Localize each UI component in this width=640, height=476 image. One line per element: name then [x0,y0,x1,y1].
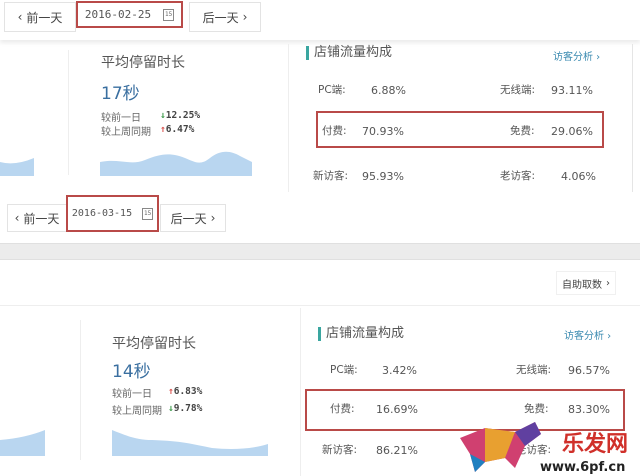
calendar-icon: 15 [142,207,154,220]
prev-day-button[interactable]: ‹ 前一天 [7,204,67,232]
row-value: 86.21% [376,444,418,457]
separator-band [0,243,640,260]
row-label: PC端: [330,364,358,376]
row-label: 无线端: [516,364,552,376]
left-chart-fragment [0,158,34,176]
next-label: 后一天 [202,10,239,25]
divider [288,44,289,192]
row-value: 93.11% [551,84,593,97]
row-value: 95.93% [362,170,404,183]
divider [632,44,633,192]
date-picker[interactable]: 2016-03-15 15 [66,195,159,232]
card-title: 店铺流量构成 [318,327,404,341]
compare-day-value: 6.83% [173,386,203,397]
left-chart-fragment [0,430,45,456]
row-label: 新访客: [313,170,349,182]
sparkline-chart [100,151,252,176]
row-value: 6.88% [371,84,406,97]
divider [0,305,640,306]
chevron-right-icon: › [606,277,610,289]
row-label: 老访客: [516,444,552,456]
compare-day-value: 12.25% [165,110,201,121]
sparkline-chart [112,430,268,456]
row-value: 4.06% [561,170,596,183]
next-day-button[interactable]: 后一天 › [160,204,226,232]
prev-day-button[interactable]: ‹ 前一天 [4,2,76,32]
metric-title: 平均停留时长 [112,336,196,352]
row-label: 老访客: [500,170,536,182]
compare-week-label: 较上周同期 [112,406,162,417]
visitor-analysis-link[interactable]: 访客分析 › [553,52,601,63]
row-value: 29.06% [551,125,593,138]
divider [300,308,301,476]
compare-week-value: 6.47% [165,124,195,135]
metric-value: 14秒 [112,362,151,382]
prev-label: 前一天 [26,10,63,25]
divider [68,50,69,175]
row-value: 70.93% [362,125,404,138]
watermark-url: www.6pf.cn [540,460,626,475]
chevron-right-icon: › [242,10,248,24]
date-picker[interactable]: 2016-02-25 15 [76,1,183,28]
next-label: 后一天 [170,211,207,226]
row-value: 16.69% [376,403,418,416]
row-label: 免费: [524,403,549,415]
calendar-icon: 15 [163,8,175,21]
watermark-name: 乐发网 [562,431,629,457]
compare-week-label: 较上周同期 [101,127,151,138]
next-day-button[interactable]: 后一天 › [189,2,261,32]
self-fetch-label: 自助取数 [562,279,602,291]
row-label: 免费: [510,125,535,137]
date-value: 2016-02-25 [84,8,152,21]
divider [80,320,81,460]
row-label: 新访客: [322,444,358,456]
compare-day-label: 较前一日 [101,113,141,124]
row-value: 96.57% [568,364,610,377]
compare-day-label: 较前一日 [112,389,152,400]
card-title: 店铺流量构成 [306,46,392,60]
arrow-down-icon: ↓ [160,110,166,121]
highlight-box [305,389,625,431]
metric-title: 平均停留时长 [101,55,185,71]
watermark-bull-logo [460,422,541,472]
prev-label: 前一天 [23,211,60,226]
arrow-up-icon: ↑ [160,124,166,135]
row-label: 付费: [330,403,355,415]
highlight-box [316,111,604,148]
chevron-right-icon: › [210,211,216,225]
visitor-analysis-link[interactable]: 访客分析 › [564,331,612,342]
self-fetch-button[interactable]: 自助取数 › [556,271,616,295]
row-value: 83.30% [568,403,610,416]
compare-week-value: 9.78% [173,403,203,414]
chevron-left-icon: ‹ [14,211,20,225]
row-label: 付费: [322,125,347,137]
metric-value: 17秒 [101,84,140,104]
arrow-down-icon: ↓ [168,403,174,414]
arrow-up-icon: ↑ [168,386,174,397]
date-value: 2016-03-15 [71,208,133,219]
row-label: 无线端: [500,84,536,96]
row-label: PC端: [318,84,346,96]
chevron-left-icon: ‹ [17,10,23,24]
row-value: 3.42% [382,364,417,377]
